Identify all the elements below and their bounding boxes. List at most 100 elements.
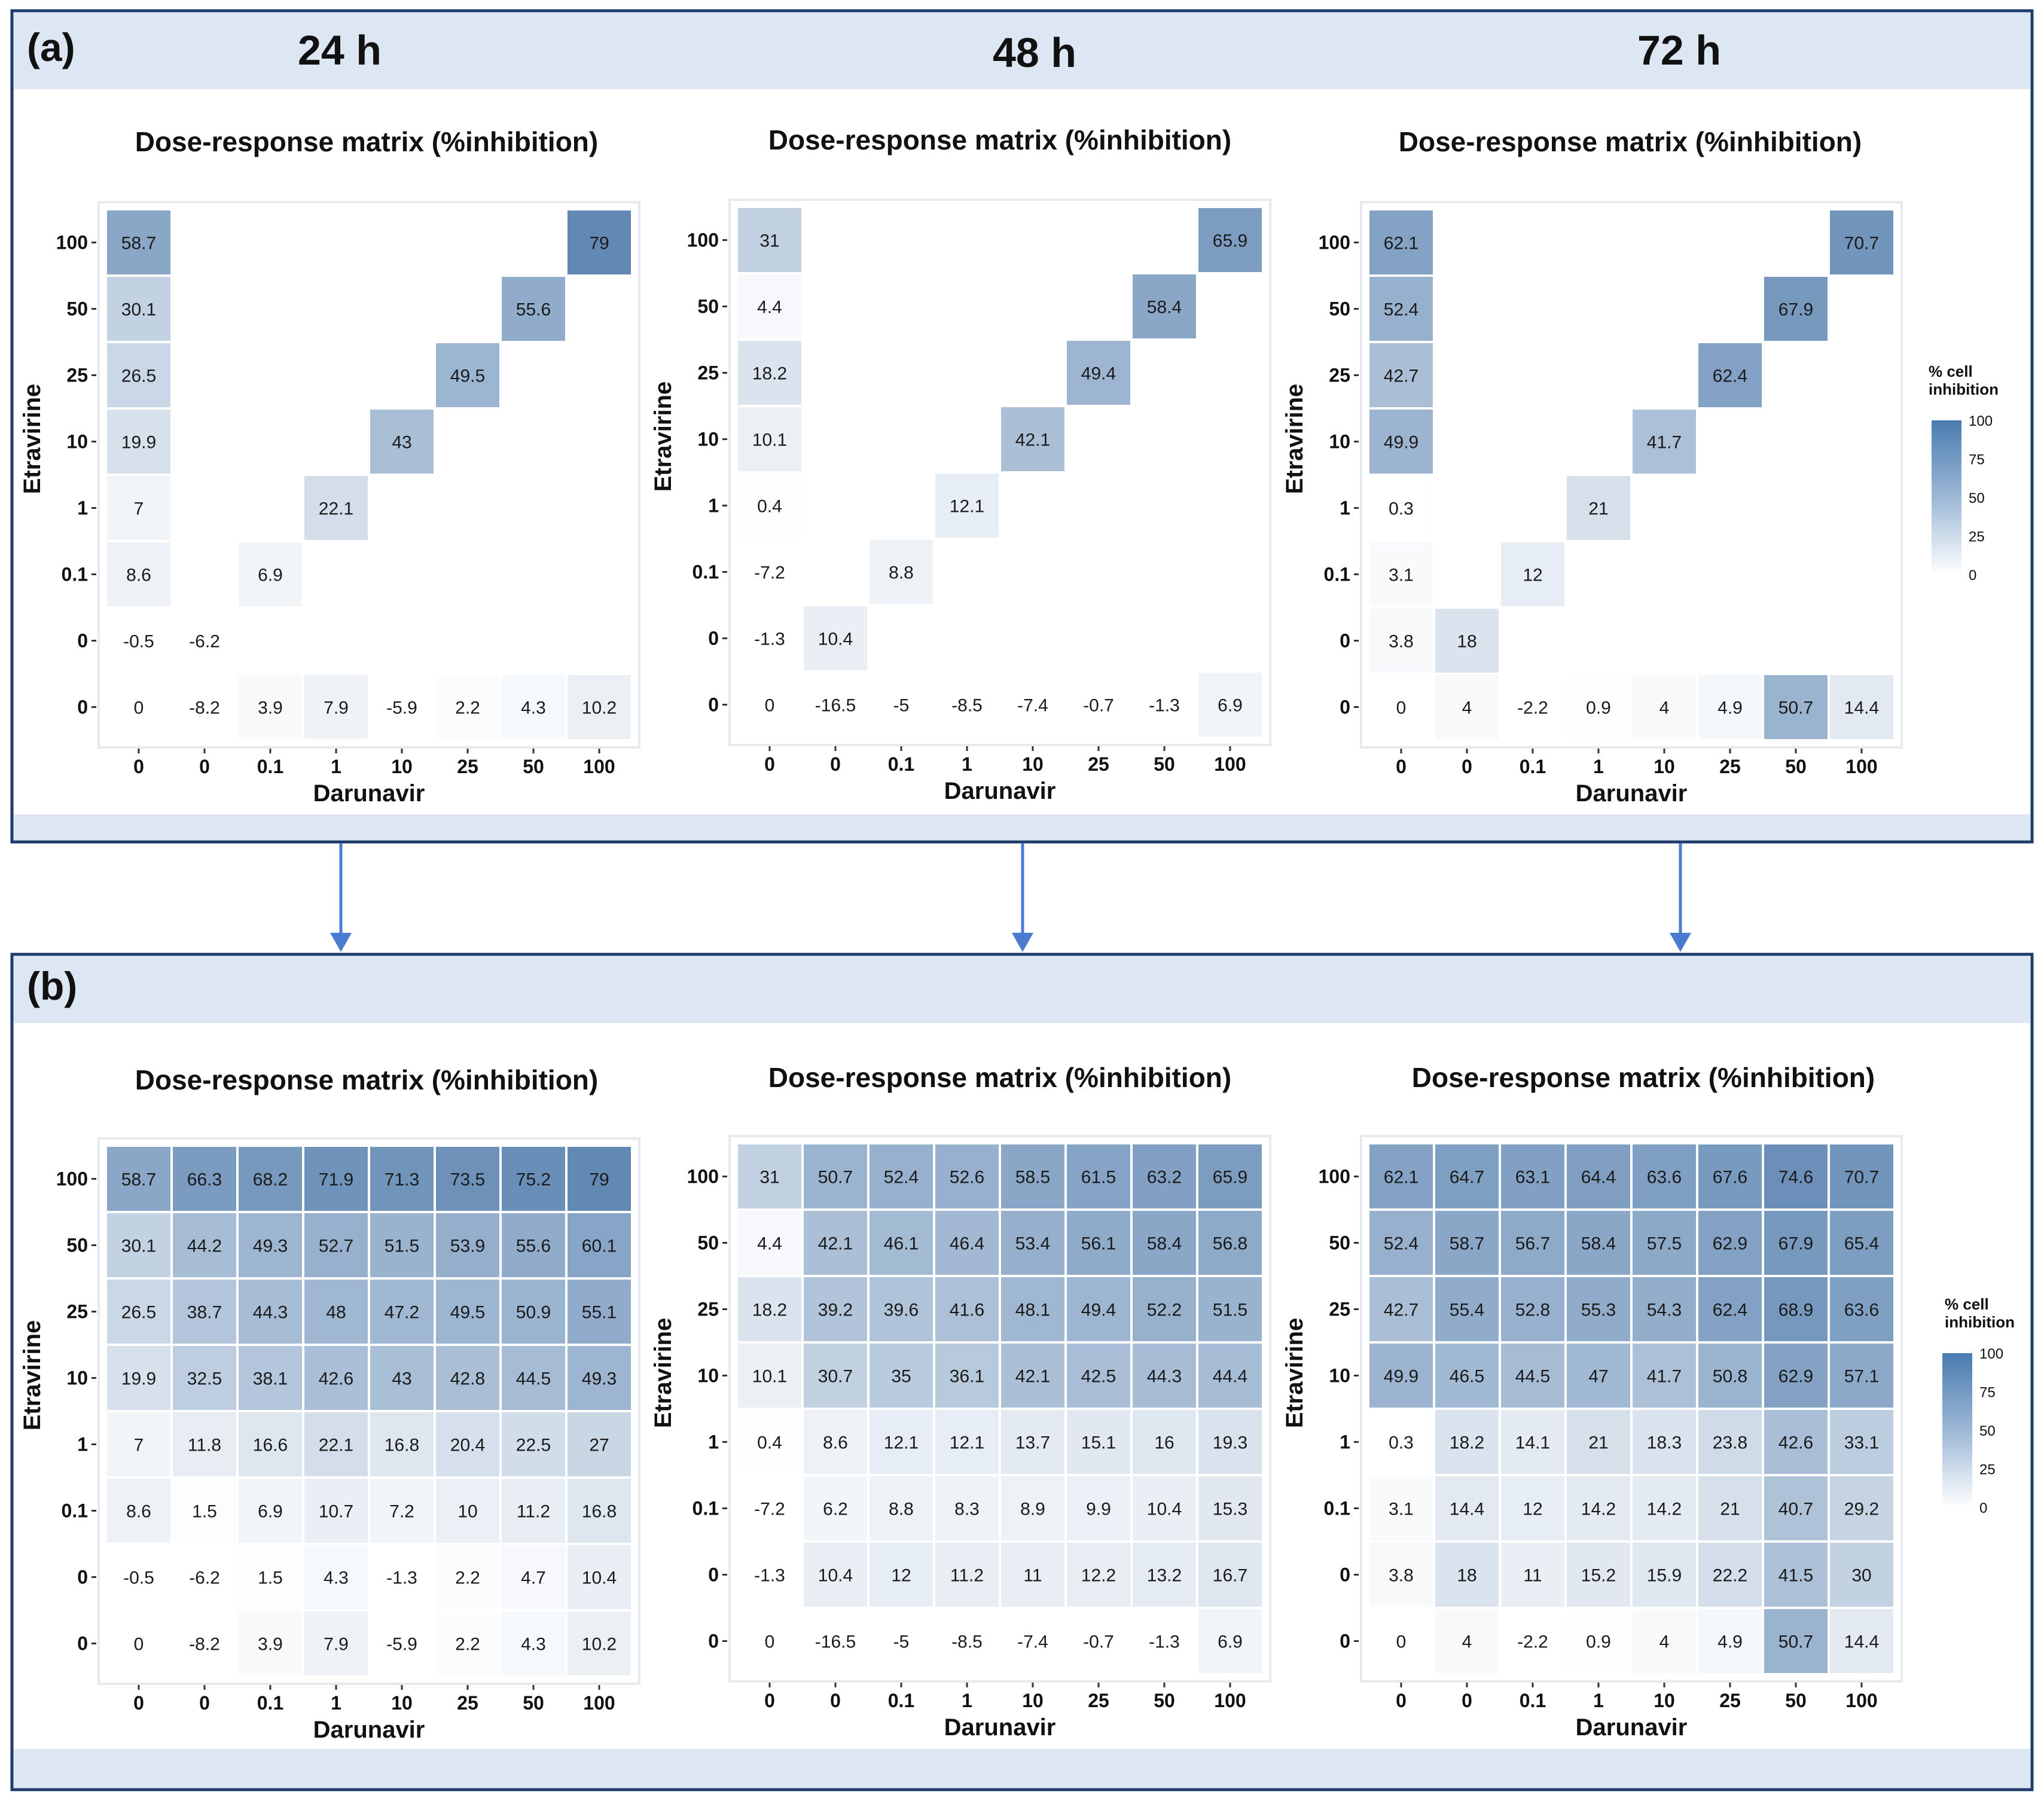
cell-value-label: 8.9 xyxy=(1020,1500,1045,1519)
cell-value-label: 62.1 xyxy=(1384,234,1418,254)
cell-value-label: 55.3 xyxy=(1581,1301,1616,1320)
heatmap-cell xyxy=(239,277,302,341)
cell-value-label: -7.2 xyxy=(754,1500,785,1519)
heatmap-cell xyxy=(436,1545,499,1609)
heatmap-cell xyxy=(1633,609,1696,673)
cell-value-label: 67.9 xyxy=(1778,1234,1813,1254)
heatmap-cell xyxy=(935,606,999,670)
x-axis-label: Darunavir xyxy=(944,1714,1056,1741)
y-tick-label: 25 xyxy=(66,365,88,386)
heatmap-cell xyxy=(1067,1609,1130,1673)
heatmap-cell xyxy=(1501,1277,1564,1341)
y-tick-label: 1 xyxy=(1340,1431,1350,1453)
heatmap-cell xyxy=(1198,606,1262,670)
heatmap-cell xyxy=(1567,1211,1630,1275)
heatmap-cell xyxy=(1633,542,1696,606)
heatmap-cell xyxy=(1567,1609,1630,1673)
heatmap-cell xyxy=(1830,1277,1893,1341)
cell-value-label: 7.9 xyxy=(324,1635,349,1655)
colorbar-tick-label: 75 xyxy=(1979,1385,1996,1401)
cell-value-label: 55.6 xyxy=(516,1237,551,1256)
cell-value-label: 4.3 xyxy=(521,1635,546,1655)
arrow-24h-head xyxy=(330,933,352,952)
heatmap-cell xyxy=(1133,1609,1196,1673)
heatmap-cell xyxy=(1369,1211,1433,1275)
heatmap-cell xyxy=(1764,1476,1828,1540)
heatmap-cell xyxy=(1133,673,1196,737)
heatmap-cell xyxy=(1830,277,1893,341)
y-tick-label: 0.1 xyxy=(692,561,719,583)
heatmap-cell xyxy=(1764,476,1828,540)
heatmap-cell xyxy=(304,1147,368,1211)
cell-value-label: 30 xyxy=(1851,1566,1871,1586)
heatmap-cell xyxy=(502,1479,565,1543)
cell-value-label: 71.3 xyxy=(385,1170,419,1190)
heatmap-cell xyxy=(1633,1410,1696,1474)
heatmap-cell xyxy=(935,1609,999,1673)
cell-value-label: 51.5 xyxy=(1213,1301,1247,1320)
heatmap-cell xyxy=(1501,1543,1564,1607)
cell-value-label: 56.7 xyxy=(1515,1234,1550,1254)
cell-value-label: 13.7 xyxy=(1015,1433,1050,1453)
heatmap-cell xyxy=(1764,609,1828,673)
y-axis-label: Etravirine xyxy=(650,381,676,492)
cell-value-label: 11 xyxy=(1023,1566,1042,1586)
cell-value-label: 12.1 xyxy=(950,1433,984,1453)
cell-value-label: 56.8 xyxy=(1213,1234,1247,1254)
heatmap-cell xyxy=(568,675,631,739)
heatmap-cell xyxy=(1633,343,1696,407)
cell-value-label: 12.1 xyxy=(950,497,984,517)
heatmap-cell xyxy=(107,1280,170,1344)
cell-value-label: 0.9 xyxy=(1586,1632,1611,1652)
cell-value-label: 42.7 xyxy=(1384,1301,1418,1320)
cell-value-label: 0 xyxy=(765,696,775,716)
x-tick-label: 25 xyxy=(1088,753,1109,775)
heatmap-cell xyxy=(1001,1543,1064,1607)
heatmap-cell xyxy=(107,343,170,407)
heatmap-cell xyxy=(738,1476,801,1540)
heatmap-cell xyxy=(239,410,302,474)
heatmap-cell xyxy=(1830,609,1893,673)
cell-value-label: 18.2 xyxy=(1450,1433,1484,1453)
x-tick-label: 0 xyxy=(133,756,144,777)
heatmap-cell xyxy=(1698,1410,1762,1474)
cell-value-label: 41.7 xyxy=(1647,433,1682,453)
heatmap-cell xyxy=(1830,1211,1893,1275)
cell-value-label: 11.2 xyxy=(950,1566,984,1586)
colorbar-tick-label: 75 xyxy=(1969,452,1985,468)
cell-value-label: 42.5 xyxy=(1081,1367,1116,1387)
cell-value-label: 21 xyxy=(1588,1433,1608,1453)
heatmap-cell xyxy=(1001,407,1064,471)
heatmap-cell xyxy=(1369,1144,1433,1208)
heatmap-cell xyxy=(502,675,565,739)
y-tick-label: 1 xyxy=(77,1434,88,1455)
connector-arrows xyxy=(330,843,1691,952)
y-tick-label: 0 xyxy=(1340,630,1350,652)
heatmap-cell xyxy=(1830,542,1893,606)
x-tick-label: 100 xyxy=(1845,1690,1877,1711)
y-tick-label: 10 xyxy=(1329,1365,1350,1387)
cell-value-label: 4.7 xyxy=(521,1568,546,1588)
x-tick-label: 0.1 xyxy=(257,756,283,777)
heatmap-cell xyxy=(1764,1609,1828,1673)
heatmap-cell xyxy=(1501,476,1564,540)
y-tick-label: 0 xyxy=(1340,697,1350,718)
cell-value-label: 12.1 xyxy=(884,1433,919,1453)
heatmap-cell xyxy=(1133,1344,1196,1408)
heatmap-cell xyxy=(1633,410,1696,474)
heatmap-cell xyxy=(1198,1609,1262,1673)
cell-value-label: 0 xyxy=(1396,1632,1407,1652)
cell-value-label: 3.1 xyxy=(1389,566,1414,585)
y-tick-label: 50 xyxy=(66,1235,88,1256)
heatmap-cell xyxy=(173,410,236,474)
heatmap-cell xyxy=(1830,1476,1893,1540)
cell-value-label: 0.9 xyxy=(1586,698,1611,718)
y-tick-label: 50 xyxy=(697,296,719,318)
heatmap-cell xyxy=(1435,542,1499,606)
x-tick-label: 0 xyxy=(764,753,775,775)
cell-value-label: 6.9 xyxy=(258,1502,283,1522)
cell-value-label: 10 xyxy=(457,1502,477,1522)
heatmap-cell xyxy=(1830,1344,1893,1408)
heatmap-cell xyxy=(436,1280,499,1344)
heatmap-cell xyxy=(1501,542,1564,606)
